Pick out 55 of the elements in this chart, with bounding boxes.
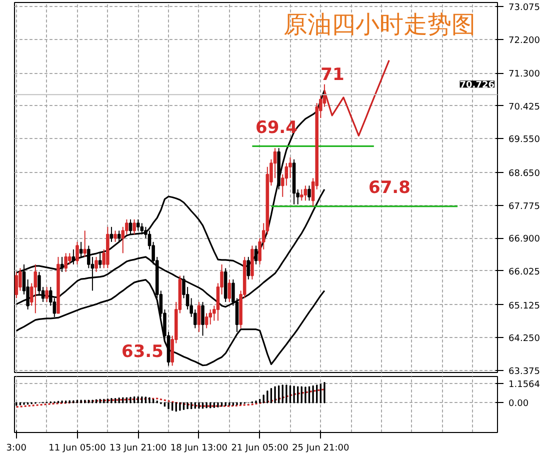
y-tick-label: 64.250 [508, 334, 540, 344]
annotation: 67.8 [368, 178, 410, 198]
y-tick-label: 66.900 [508, 234, 540, 245]
candlestick [273, 148, 277, 179]
candlestick [45, 286, 48, 302]
candlestick [72, 248, 76, 265]
candlestick [98, 252, 102, 269]
chart-title: 原油四小时走势图 [284, 10, 476, 38]
candlestick [140, 222, 144, 235]
y-tick-label: 0.00 [508, 399, 529, 410]
y-tick-label: 70.425 [508, 102, 540, 112]
candlestick [114, 230, 117, 242]
candlestick [228, 278, 232, 302]
candlestick [14, 271, 18, 299]
candlestick [68, 252, 72, 265]
x-tick-label: 3:00 [6, 444, 27, 454]
candlestick [197, 301, 201, 332]
y-tick-label: 1.1564 [508, 380, 540, 390]
candlestick [76, 241, 79, 265]
candlestick [300, 188, 304, 202]
y-tick-label: 69.550 [508, 135, 540, 146]
y-tick-label: 71.300 [508, 70, 540, 80]
y-tick-label: 68.650 [508, 168, 540, 179]
line-series [324, 59, 390, 137]
y-tick-label: 73.075 [508, 2, 540, 13]
y-tick-label: 72.200 [508, 36, 540, 46]
y-tick-label: 67.775 [508, 202, 540, 212]
candlestick [208, 308, 212, 325]
candlestick [83, 230, 86, 258]
candlestick [79, 241, 83, 258]
x-tick-label: 21 Jun 05:00 [231, 444, 289, 454]
y-tick-label: 66.025 [508, 267, 540, 278]
annotation: 69.4 [256, 118, 298, 138]
candlestick [304, 185, 308, 202]
candlestick [201, 301, 204, 336]
x-tick-label: 13 Jun 21:00 [110, 444, 167, 454]
candlestick [204, 312, 208, 329]
candlestick [136, 218, 140, 232]
candlestick [117, 230, 121, 242]
candlestick [308, 185, 311, 202]
x-tick-label: 25 Jun 21:00 [292, 444, 350, 454]
candlestick [34, 264, 38, 314]
candlestick [132, 218, 136, 235]
x-tick-label: 18 Jun 13:00 [170, 444, 228, 454]
y-tick-label: 65.125 [508, 301, 540, 312]
y-tick-label: 63.375 [508, 366, 540, 377]
candlestick [64, 252, 68, 272]
annotation: 71 [320, 65, 344, 85]
candlestick [110, 226, 114, 242]
candlestick [128, 218, 132, 235]
line-series [16, 388, 326, 408]
candlestick [94, 256, 98, 272]
annotation: 63.5 [122, 342, 164, 362]
x-tick-label: 11 Jun 05:00 [48, 444, 106, 454]
candlestick [254, 245, 258, 265]
